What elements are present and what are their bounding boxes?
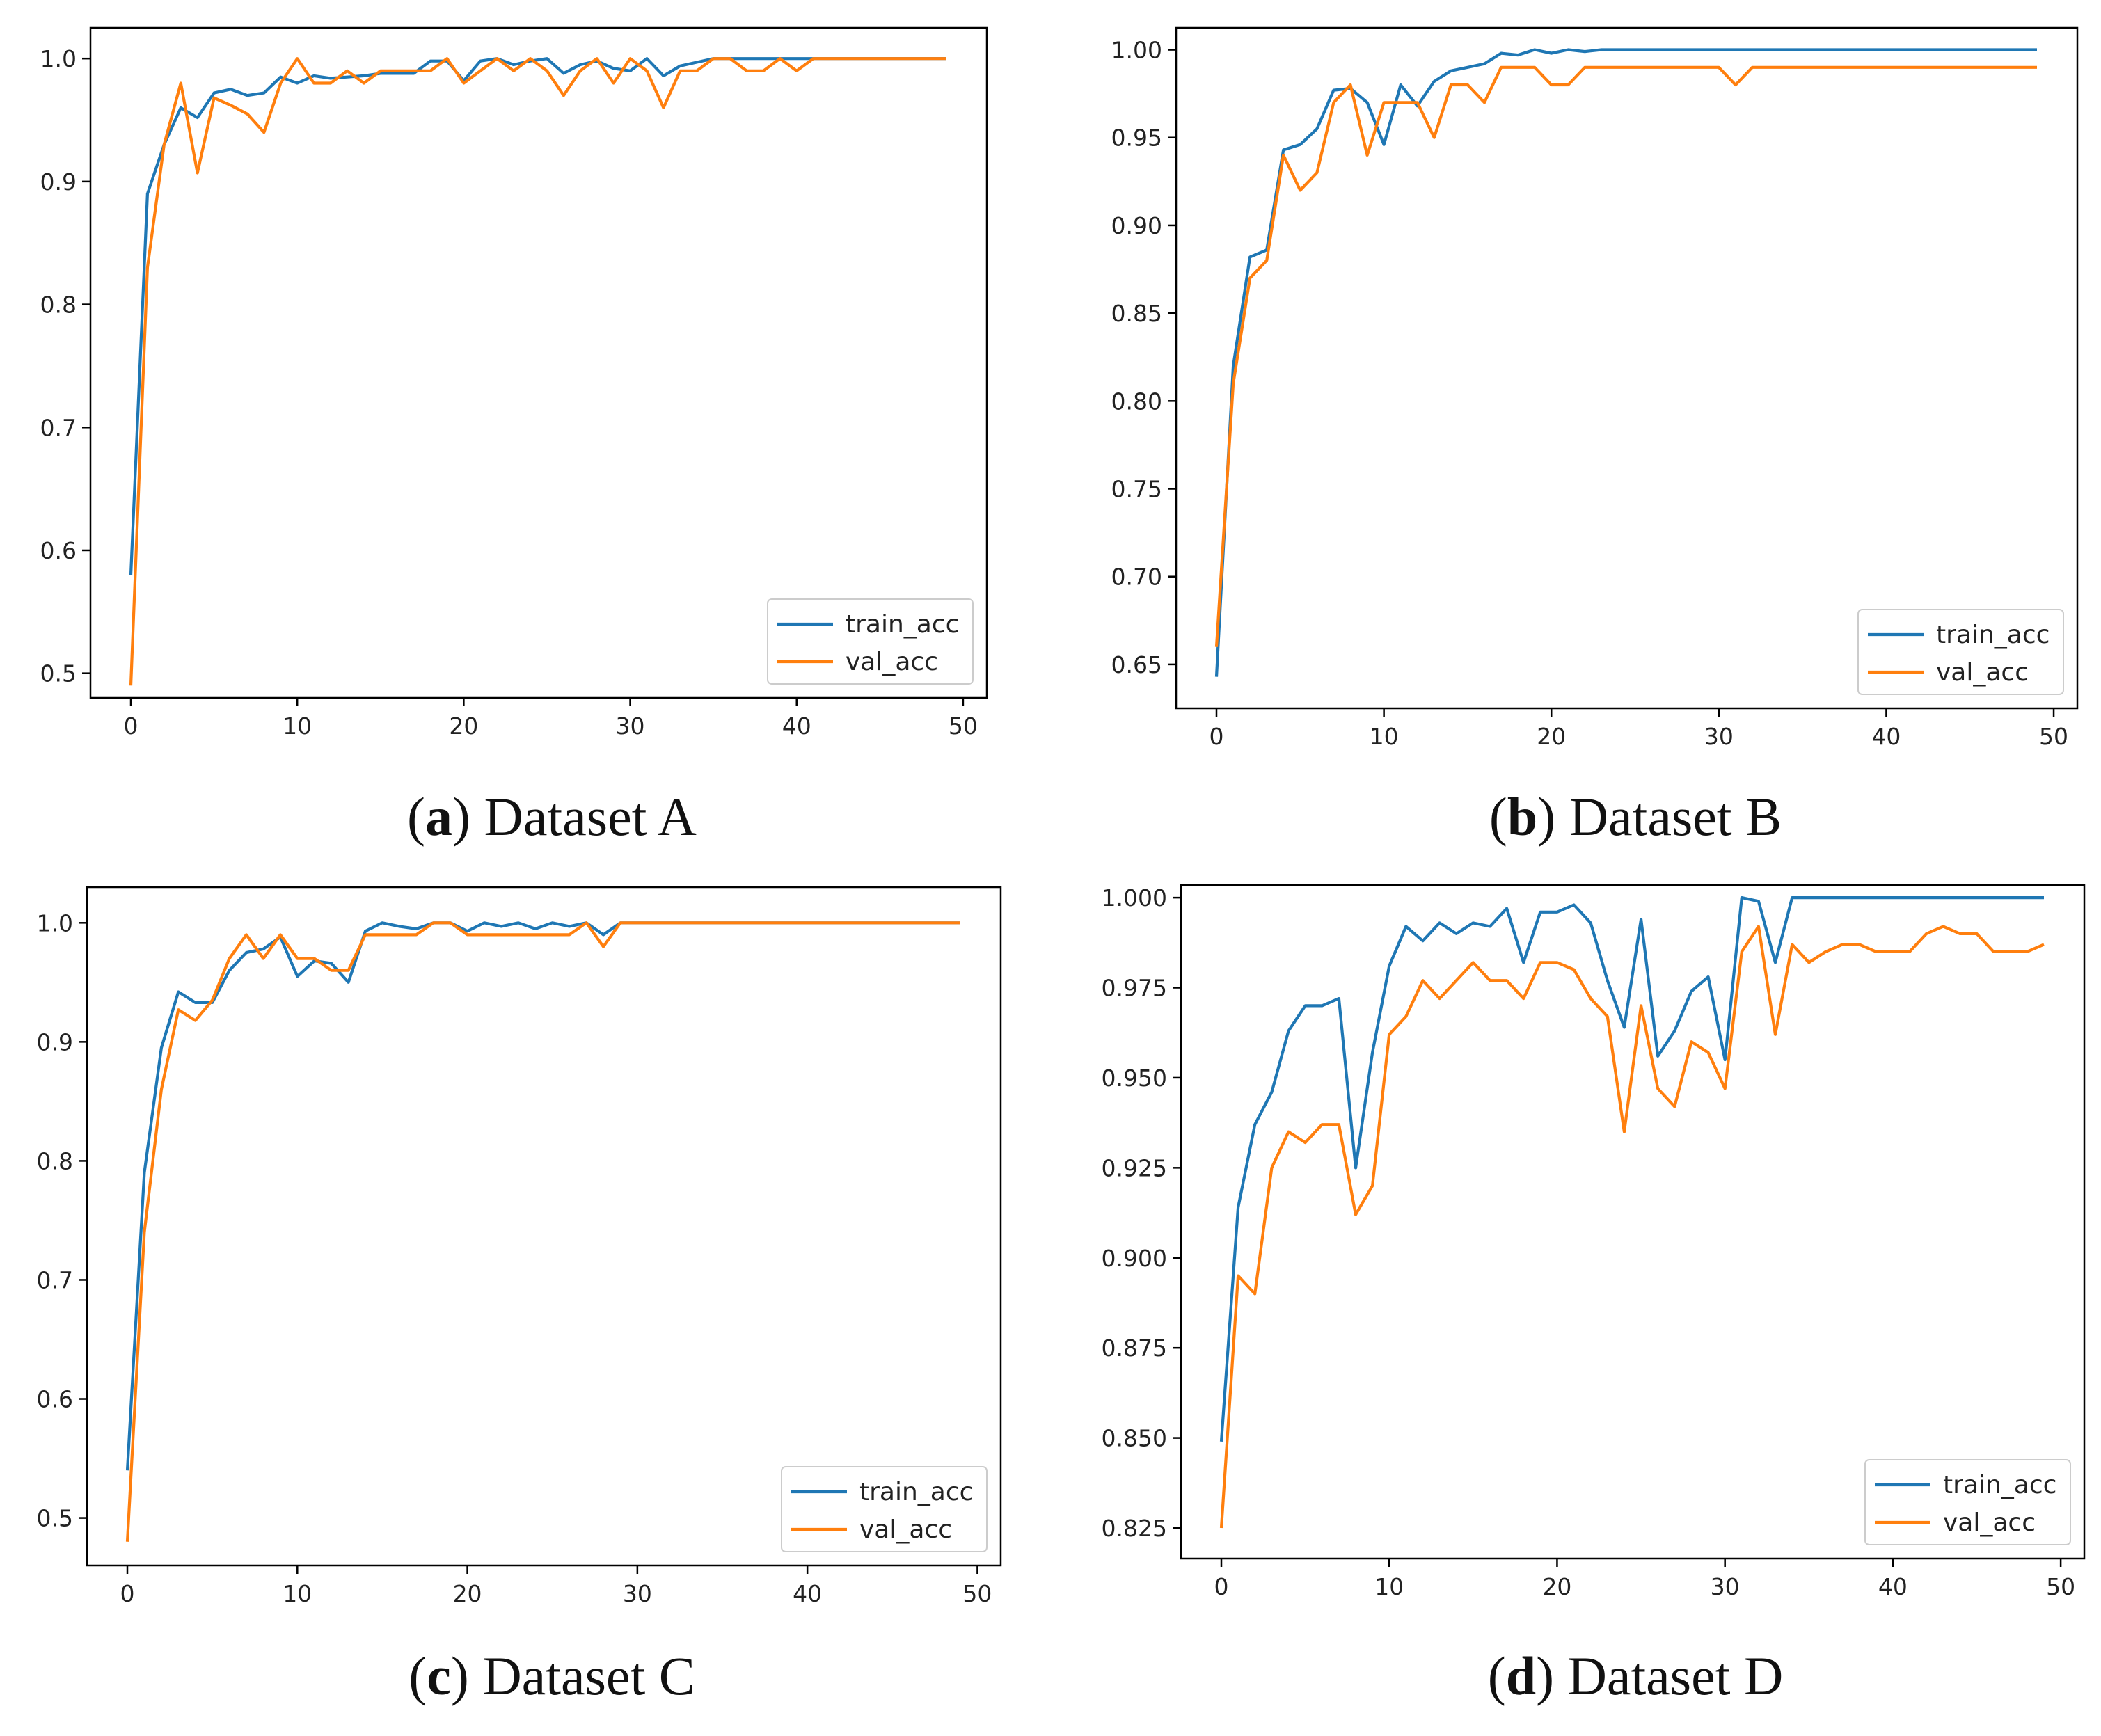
x-tick-label: 0 (1214, 1573, 1229, 1600)
y-tick-label: 1.0 (40, 45, 77, 72)
series-line-train_acc (1214, 48, 2037, 677)
y-tick-label: 1.000 (1102, 884, 1167, 911)
x-tick-label: 50 (2039, 723, 2068, 750)
caption-dataset-c: (c) Dataset C (409, 1646, 695, 1706)
x-tick-label: 0 (1210, 723, 1224, 750)
axes-frame (89, 26, 988, 699)
legend-label-val_acc: val_acc (859, 1515, 952, 1544)
panel-dataset-d: 0 10 20 30 40 50 0.825 0.850 0.875 0.900 0.925 0.95… (1102, 884, 2086, 1600)
y-tick-label: 1.0 (37, 909, 73, 937)
y-tick-label: 0.8 (37, 1147, 73, 1174)
series-line-train_acc (1219, 895, 2044, 1442)
x-tick-label: 0 (124, 712, 138, 740)
y-tick-label: 0.875 (1102, 1335, 1167, 1362)
y-tick-label: 0.90 (1111, 212, 1162, 239)
x-tick-label: 30 (1711, 1573, 1740, 1600)
x-tick-label: 30 (1704, 723, 1734, 750)
y-tick-label: 0.900 (1102, 1245, 1167, 1272)
legend-label-train_acc: train_acc (1936, 621, 2050, 649)
x-tick-label: 30 (623, 1580, 652, 1607)
y-tick-label: 0.9 (40, 168, 77, 196)
x-tick-label: 50 (949, 712, 978, 740)
x-tick-label: 30 (616, 712, 645, 740)
y-tick-label: 0.825 (1102, 1515, 1167, 1542)
y-tick-label: 0.70 (1111, 564, 1162, 591)
x-tick-label: 10 (1370, 723, 1399, 750)
panel-dataset-b: 0 10 20 30 40 50 0.65 0.70 0.75 0.80 0.85 0.90 0.95 1… (1111, 26, 2079, 750)
y-tick-label: 0.80 (1111, 388, 1162, 415)
x-tick-label: 50 (2046, 1573, 2075, 1600)
caption-dataset-b: (b) Dataset B (1489, 786, 1782, 847)
x-tick-label: 10 (283, 1580, 312, 1607)
legend-label-val_acc: val_acc (1936, 658, 2029, 687)
x-tick-label: 40 (1871, 723, 1901, 750)
y-tick-label: 0.7 (40, 414, 77, 441)
series-line-val_acc (1219, 925, 2045, 1529)
y-tick-label: 0.75 (1111, 476, 1162, 503)
x-tick-label: 10 (283, 712, 312, 740)
x-tick-label: 40 (782, 712, 811, 740)
x-tick-label: 0 (120, 1580, 135, 1607)
x-tick-label: 20 (453, 1580, 482, 1607)
series-line-val_acc (125, 921, 960, 1542)
y-tick-label: 0.5 (37, 1505, 73, 1532)
axes-frame (86, 886, 1002, 1567)
y-tick-label: 0.975 (1102, 975, 1167, 1002)
y-tick-label: 0.850 (1102, 1425, 1167, 1452)
x-tick-label: 20 (1542, 1573, 1571, 1600)
y-tick-label: 0.7 (37, 1266, 73, 1293)
series-line-val_acc (129, 57, 946, 686)
legend-label-train_acc: train_acc (859, 1478, 973, 1506)
x-tick-label: 40 (1878, 1573, 1908, 1600)
y-tick-label: 0.65 (1111, 651, 1162, 678)
y-tick-label: 0.5 (40, 660, 77, 687)
legend-label-val_acc: val_acc (1943, 1508, 2036, 1537)
axes-frame (1175, 26, 2079, 710)
x-tick-label: 20 (449, 712, 478, 740)
y-tick-label: 0.95 (1111, 125, 1162, 152)
x-tick-label: 50 (962, 1580, 992, 1607)
y-tick-label: 1.00 (1111, 37, 1162, 64)
series-line-train_acc (125, 921, 960, 1471)
x-tick-label: 40 (793, 1580, 822, 1607)
panel-dataset-c: 0 10 20 30 40 50 0.5 0.6 0.7 0.8 0.9 1.0 train_accva… (37, 886, 1002, 1607)
series-line-val_acc (1214, 65, 2037, 647)
panel-dataset-a: 0 10 20 30 40 50 0.5 0.6 0.7 0.8 0.9 1.0 train_accva… (40, 26, 988, 740)
y-tick-label: 0.950 (1102, 1065, 1167, 1092)
y-tick-label: 0.9 (37, 1028, 73, 1056)
caption-dataset-a: (a) Dataset A (407, 786, 697, 847)
x-tick-label: 20 (1537, 723, 1566, 750)
series-line-train_acc (129, 57, 946, 575)
y-tick-label: 0.6 (40, 537, 77, 564)
y-tick-label: 0.925 (1102, 1154, 1167, 1181)
y-tick-label: 0.8 (40, 292, 77, 319)
x-tick-label: 10 (1374, 1573, 1404, 1600)
legend-label-train_acc: train_acc (846, 610, 959, 639)
legend-label-train_acc: train_acc (1943, 1471, 2056, 1499)
axes-frame (1180, 884, 2086, 1560)
legend-label-val_acc: val_acc (846, 648, 938, 676)
caption-dataset-d: (d) Dataset D (1488, 1646, 1784, 1706)
y-tick-label: 0.6 (37, 1386, 73, 1413)
y-tick-label: 0.85 (1111, 300, 1162, 327)
